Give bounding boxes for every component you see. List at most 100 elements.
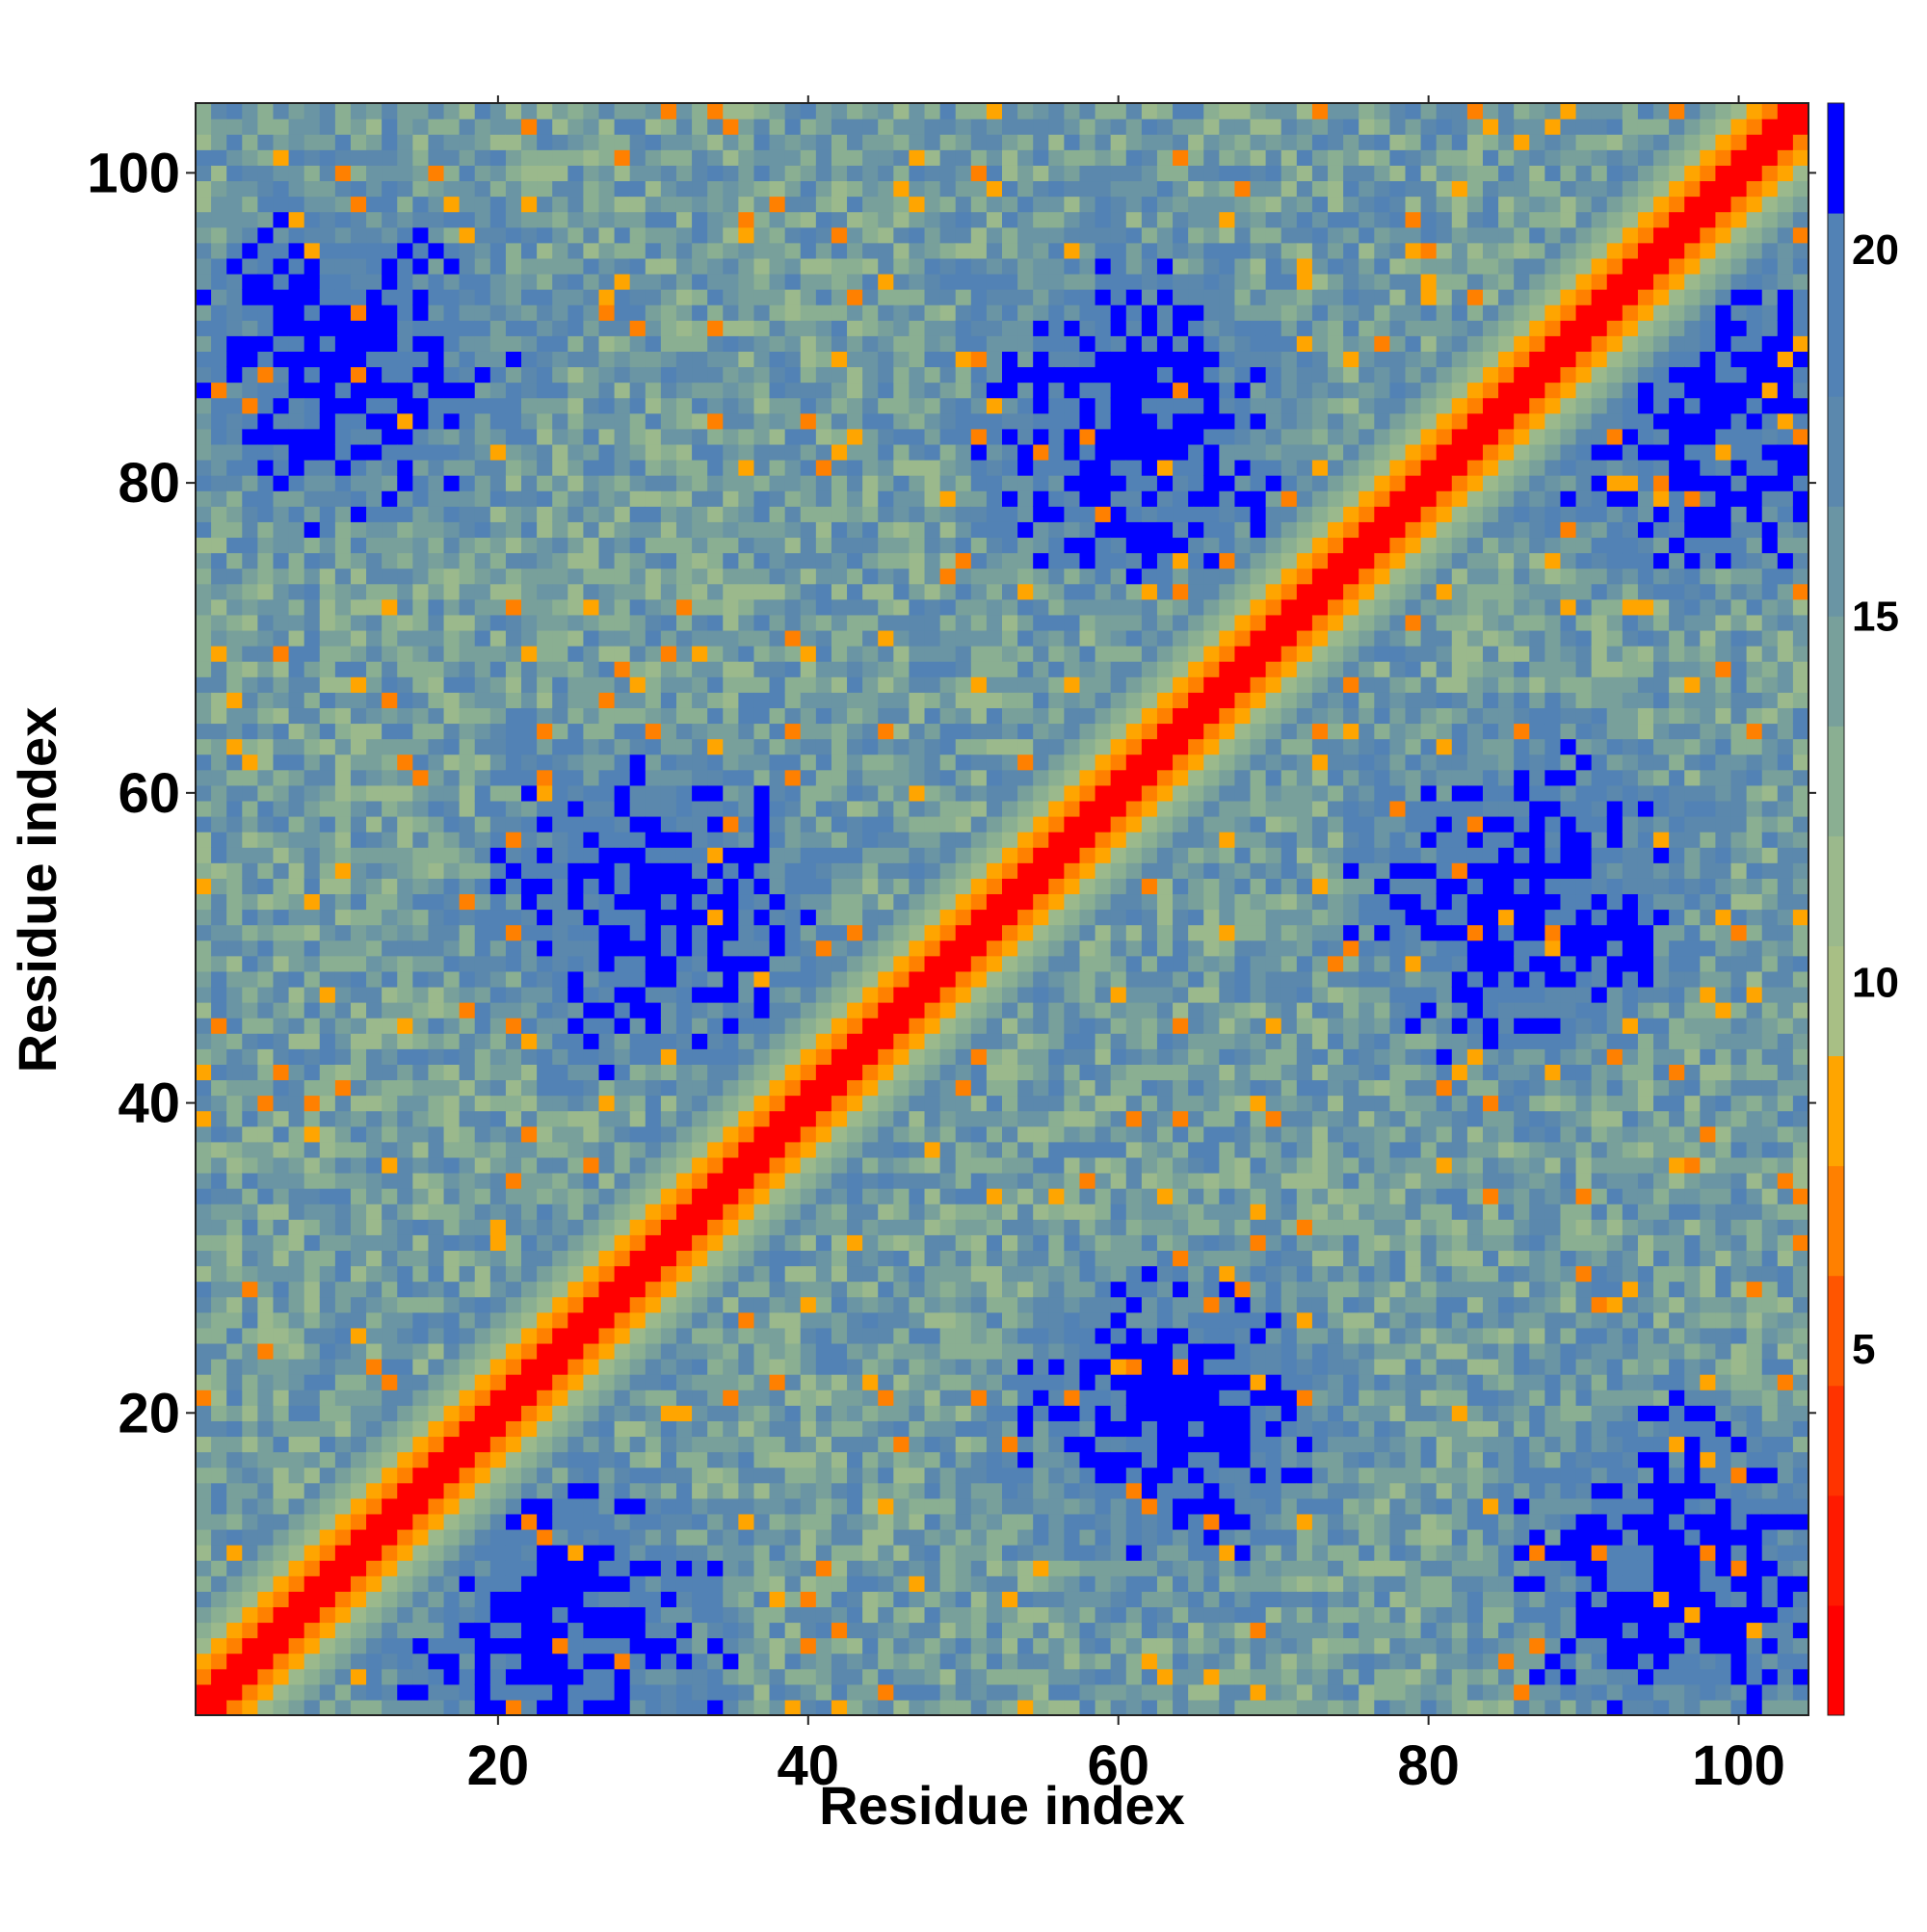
heatmap-cell: [660, 1699, 677, 1716]
heatmap-cell: [815, 676, 832, 693]
heatmap-cell: [847, 815, 863, 833]
heatmap-cell: [598, 428, 616, 445]
heatmap-cell: [784, 629, 802, 647]
heatmap-cell: [505, 847, 522, 863]
heatmap-cell: [769, 397, 786, 414]
heatmap-cell: [552, 1653, 568, 1670]
heatmap-cell: [304, 893, 321, 911]
heatmap-cell: [707, 257, 724, 275]
heatmap-cell: [521, 165, 538, 182]
heatmap-cell: [568, 412, 585, 430]
heatmap-cell: [242, 1219, 258, 1235]
heatmap-cell: [196, 955, 212, 972]
heatmap-cell: [614, 646, 631, 662]
heatmap-cell: [815, 226, 832, 244]
heatmap-cell: [568, 815, 585, 833]
heatmap-cell: [769, 1265, 786, 1283]
heatmap-cell: [226, 506, 243, 522]
heatmap-cell: [645, 1560, 662, 1576]
heatmap-cell: [878, 1637, 894, 1654]
heatmap-cell: [428, 769, 445, 786]
heatmap-cell: [598, 986, 616, 1003]
heatmap-cell: [738, 909, 755, 926]
heatmap-cell: [769, 1359, 786, 1375]
heatmap-cell: [707, 1048, 724, 1065]
heatmap-cell: [443, 614, 461, 631]
heatmap-cell: [753, 304, 771, 321]
heatmap-cell: [196, 1467, 212, 1484]
heatmap-cell: [459, 103, 476, 119]
heatmap-cell: [769, 723, 786, 740]
heatmap-cell: [893, 1064, 911, 1081]
heatmap-cell: [800, 211, 817, 228]
heatmap-cell: [862, 1545, 879, 1561]
heatmap-cell: [692, 1545, 708, 1561]
heatmap-cell: [893, 769, 911, 786]
heatmap-cell: [909, 226, 926, 244]
heatmap-cell: [924, 847, 941, 863]
heatmap-cell: [257, 1637, 275, 1654]
heatmap-cell: [242, 1048, 258, 1065]
heatmap-cell: [675, 180, 693, 198]
heatmap-cell: [707, 428, 724, 445]
heatmap-cell: [288, 909, 305, 926]
heatmap-cell: [397, 1110, 413, 1127]
heatmap-cell: [226, 537, 243, 554]
heatmap-cell: [568, 537, 585, 554]
heatmap-cell: [769, 366, 786, 384]
heatmap-cell: [614, 103, 631, 119]
heatmap-cell: [211, 1668, 227, 1685]
heatmap-cell: [505, 1064, 522, 1081]
heatmap-cell: [878, 598, 894, 616]
heatmap-cell: [304, 832, 321, 848]
heatmap-cell: [382, 1281, 398, 1298]
heatmap-cell: [412, 909, 430, 926]
heatmap-cell: [568, 598, 585, 616]
heatmap-cell: [382, 1637, 398, 1654]
heatmap-cell: [489, 226, 507, 244]
heatmap-cell: [521, 1622, 538, 1639]
heatmap-cell: [692, 629, 708, 647]
heatmap-cell: [382, 676, 398, 693]
heatmap-cell: [847, 1668, 863, 1685]
heatmap-cell: [831, 1405, 848, 1421]
heatmap-cell: [319, 1110, 336, 1127]
heatmap-cell: [428, 226, 445, 244]
heatmap-cell: [645, 1545, 662, 1561]
heatmap-cell: [831, 1125, 848, 1143]
heatmap-cell: [459, 521, 476, 539]
heatmap-cell: [489, 273, 507, 290]
heatmap-cell: [924, 149, 941, 166]
heatmap-cell: [257, 1311, 275, 1329]
heatmap-cell: [723, 351, 739, 368]
heatmap-cell: [319, 1405, 336, 1421]
heatmap-cell: [489, 382, 507, 399]
heatmap-cell: [242, 1668, 258, 1685]
heatmap-cell: [692, 878, 708, 895]
heatmap-cell: [304, 568, 321, 585]
heatmap-cell: [675, 552, 693, 569]
heatmap-cell: [273, 304, 290, 321]
heatmap-cell: [226, 1188, 243, 1204]
heatmap-cell: [196, 924, 212, 941]
heatmap-cell: [273, 103, 290, 119]
heatmap-cell: [505, 909, 522, 926]
heatmap-cell: [660, 351, 677, 368]
heatmap-cell: [397, 924, 413, 941]
heatmap-cell: [800, 1079, 817, 1097]
heatmap-cell: [629, 1591, 647, 1607]
heatmap-cell: [196, 1141, 212, 1158]
heatmap-cell: [334, 800, 352, 817]
heatmap-cell: [552, 1079, 568, 1097]
heatmap-cell: [319, 1497, 336, 1515]
heatmap-cell: [382, 847, 398, 863]
heatmap-cell: [428, 1606, 445, 1624]
heatmap-cell: [707, 1342, 724, 1360]
heatmap-cell: [552, 893, 568, 911]
heatmap-cell: [211, 568, 227, 585]
heatmap-cell: [474, 1699, 491, 1716]
heatmap-cell: [334, 257, 352, 275]
heatmap-cell: [412, 537, 430, 554]
heatmap-cell: [474, 1281, 491, 1298]
heatmap-cell: [505, 1002, 522, 1019]
